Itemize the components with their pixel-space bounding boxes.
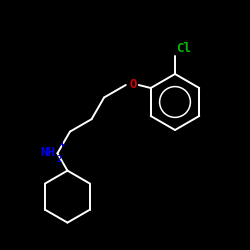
Text: NH: NH (40, 146, 56, 159)
Text: Cl: Cl (176, 42, 191, 55)
Text: 2: 2 (56, 155, 62, 164)
Text: O: O (129, 78, 136, 92)
Text: +: + (60, 140, 65, 149)
